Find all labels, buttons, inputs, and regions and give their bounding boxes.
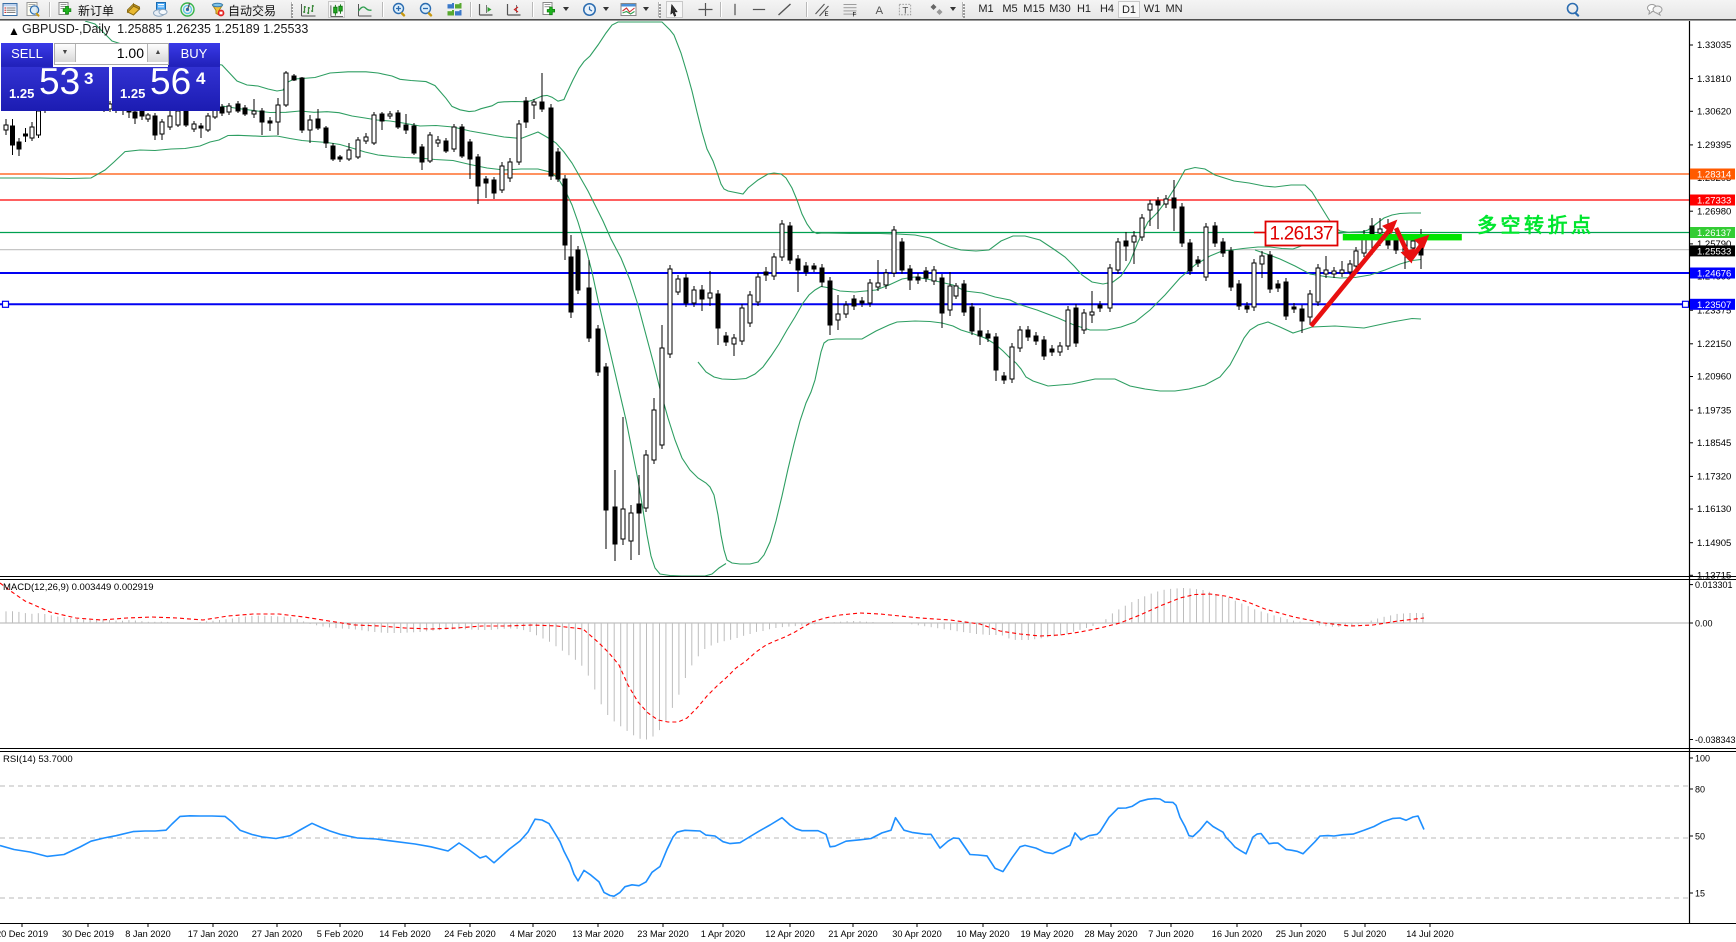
svg-text:1.31810: 1.31810 <box>1697 74 1731 85</box>
svg-text:1.26980: 1.26980 <box>1697 206 1731 217</box>
svg-text:E: E <box>825 12 829 17</box>
svg-text:8 Jan 2020: 8 Jan 2020 <box>125 929 170 939</box>
svg-text:14 Feb 2020: 14 Feb 2020 <box>379 929 431 939</box>
svg-text:MACD(12,26,9) 0.003449 0.00291: MACD(12,26,9) 0.003449 0.002919 <box>3 582 154 593</box>
svg-text:80: 80 <box>1695 784 1705 794</box>
svg-text:1.23507: 1.23507 <box>1697 300 1731 311</box>
svg-text:17 Jan 2020: 17 Jan 2020 <box>188 929 239 939</box>
svg-text:1.20960: 1.20960 <box>1697 372 1731 383</box>
svg-text:12 Apr 2020: 12 Apr 2020 <box>765 929 815 939</box>
svg-text:4 Mar 2020: 4 Mar 2020 <box>510 929 556 939</box>
svg-text:16 Jun 2020: 16 Jun 2020 <box>1212 929 1263 939</box>
svg-text:1.16130: 1.16130 <box>1697 504 1731 515</box>
svg-text:1.17320: 1.17320 <box>1697 472 1731 483</box>
svg-text:1.29395: 1.29395 <box>1697 140 1731 151</box>
svg-text:24 Feb 2020: 24 Feb 2020 <box>444 929 496 939</box>
svg-text:30 Dec 2019: 30 Dec 2019 <box>62 929 114 939</box>
svg-text:1.30620: 1.30620 <box>1697 107 1731 118</box>
svg-text:27 Jan 2020: 27 Jan 2020 <box>252 929 303 939</box>
svg-text:13 Mar 2020: 13 Mar 2020 <box>572 929 624 939</box>
svg-text:1.25790: 1.25790 <box>1697 239 1731 250</box>
svg-text:5 Feb 2020: 5 Feb 2020 <box>317 929 364 939</box>
svg-text:A: A <box>876 5 884 17</box>
svg-text:0.00: 0.00 <box>1695 618 1713 628</box>
svg-text:1 Apr 2020: 1 Apr 2020 <box>701 929 745 939</box>
svg-text:30 Apr 2020: 30 Apr 2020 <box>892 929 942 939</box>
svg-text:F: F <box>853 13 857 18</box>
svg-text:1.24676: 1.24676 <box>1697 269 1731 280</box>
svg-text:1.26137: 1.26137 <box>1697 228 1731 239</box>
svg-text:25 Jun 2020: 25 Jun 2020 <box>1276 929 1327 939</box>
svg-text:1.25533: 1.25533 <box>1697 246 1731 257</box>
svg-text:19 May 2020: 19 May 2020 <box>1020 929 1073 939</box>
svg-text:100: 100 <box>1695 753 1710 763</box>
svg-text:21 Apr 2020: 21 Apr 2020 <box>828 929 878 939</box>
svg-text:1.19735: 1.19735 <box>1697 405 1731 416</box>
svg-text:RSI(14) 53.7000: RSI(14) 53.7000 <box>3 754 73 765</box>
svg-text:50: 50 <box>1695 831 1705 841</box>
svg-text:20 Dec 2019: 20 Dec 2019 <box>0 929 48 939</box>
svg-text:15: 15 <box>1695 888 1705 898</box>
svg-text:1.22150: 1.22150 <box>1697 339 1731 350</box>
svg-text:多空转折点: 多空转折点 <box>1477 213 1591 237</box>
svg-text:14 Jul 2020: 14 Jul 2020 <box>1406 929 1454 939</box>
svg-text:1.18545: 1.18545 <box>1697 438 1731 449</box>
svg-text:28 May 2020: 28 May 2020 <box>1084 929 1137 939</box>
svg-text:1.26137: 1.26137 <box>1270 224 1334 245</box>
svg-text:23 Mar 2020: 23 Mar 2020 <box>637 929 689 939</box>
svg-text:1.27333: 1.27333 <box>1697 196 1731 207</box>
svg-text:1.28314: 1.28314 <box>1697 170 1731 181</box>
svg-text:1.13715: 1.13715 <box>1697 571 1731 582</box>
svg-text:1.23375: 1.23375 <box>1697 305 1731 316</box>
svg-text:1.33035: 1.33035 <box>1697 40 1731 51</box>
svg-text:-0.038343: -0.038343 <box>1695 735 1736 745</box>
svg-text:7 Jun 2020: 7 Jun 2020 <box>1148 929 1193 939</box>
svg-text:10 May 2020: 10 May 2020 <box>956 929 1009 939</box>
svg-text:5 Jul 2020: 5 Jul 2020 <box>1344 929 1386 939</box>
svg-text:0.013301: 0.013301 <box>1695 580 1733 590</box>
svg-text:T: T <box>902 5 908 16</box>
svg-text:1.14905: 1.14905 <box>1697 538 1731 549</box>
